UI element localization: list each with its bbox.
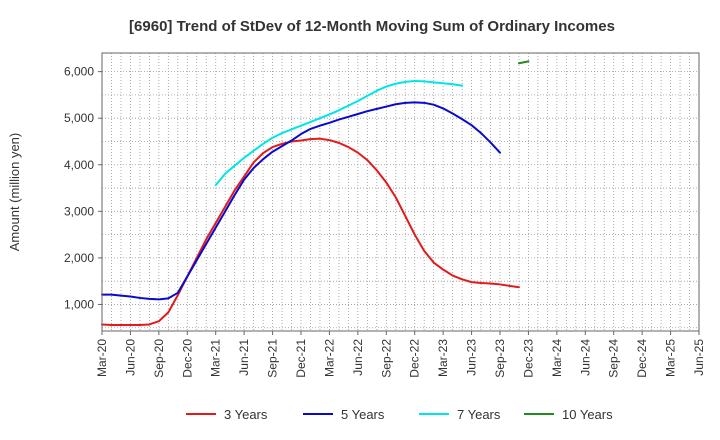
x-tick-label: Dec-20 bbox=[180, 339, 194, 378]
plot-frame bbox=[101, 52, 700, 332]
series-line-7-years bbox=[214, 79, 464, 187]
x-tick-label: Sep-23 bbox=[493, 339, 507, 378]
x-tick-label: Jun-25 bbox=[692, 339, 706, 376]
y-axis-label: Amount (million yen) bbox=[7, 133, 22, 252]
x-tick-label: Sep-22 bbox=[379, 339, 393, 378]
series-line-10-years bbox=[517, 60, 530, 65]
y-tick-label: 5,000 bbox=[64, 111, 94, 125]
series-line-3-years bbox=[101, 137, 520, 326]
x-tick-label: Mar-24 bbox=[550, 339, 564, 377]
x-axis: Mar-20 Jun-20 Sep-20 Dec-20 Mar-21 Jun-21 Sep-… bbox=[95, 331, 706, 378]
legend-label: 7 Years bbox=[457, 407, 501, 422]
legend: 3 Years 5 Years 7 Years 10 Years bbox=[186, 407, 613, 422]
x-tick-label: Sep-21 bbox=[266, 339, 280, 378]
x-tick-label: Dec-21 bbox=[294, 339, 308, 378]
legend-label: 5 Years bbox=[341, 407, 385, 422]
y-tick-label: 6,000 bbox=[64, 65, 94, 79]
x-tick-label: Dec-23 bbox=[521, 339, 535, 378]
plot-area bbox=[102, 53, 699, 331]
x-tick-label: Jun-22 bbox=[351, 339, 365, 376]
x-tick-label: Mar-25 bbox=[664, 339, 678, 377]
series-line-5-years bbox=[101, 101, 501, 301]
series-lines bbox=[101, 60, 530, 326]
y-tick-label: 3,000 bbox=[64, 204, 94, 218]
y-axis: 1,000 2,000 3,000 4,000 5,000 6,000 bbox=[64, 65, 102, 311]
x-tick-label: Jun-21 bbox=[237, 339, 251, 376]
grid bbox=[102, 53, 699, 331]
y-tick-label: 1,000 bbox=[64, 297, 94, 311]
y-tick-label: 4,000 bbox=[64, 158, 94, 172]
chart-title: [6960] Trend of StDev of 12-Month Moving… bbox=[129, 18, 615, 35]
y-tick-label: 2,000 bbox=[64, 251, 94, 265]
x-tick-label: Jun-24 bbox=[578, 339, 592, 376]
legend-label: 3 Years bbox=[224, 407, 268, 422]
x-tick-label: Sep-24 bbox=[607, 339, 621, 378]
x-tick-label: Dec-24 bbox=[635, 339, 649, 378]
x-tick-label: Mar-20 bbox=[95, 339, 109, 377]
x-tick-label: Dec-22 bbox=[408, 339, 422, 378]
x-tick-label: Sep-20 bbox=[152, 339, 166, 378]
x-tick-label: Mar-21 bbox=[209, 339, 223, 377]
x-tick-label: Jun-20 bbox=[123, 339, 137, 376]
x-tick-label: Jun-23 bbox=[465, 339, 479, 376]
legend-label: 10 Years bbox=[562, 407, 613, 422]
x-tick-label: Mar-23 bbox=[436, 339, 450, 377]
x-tick-label: Mar-22 bbox=[322, 339, 336, 377]
